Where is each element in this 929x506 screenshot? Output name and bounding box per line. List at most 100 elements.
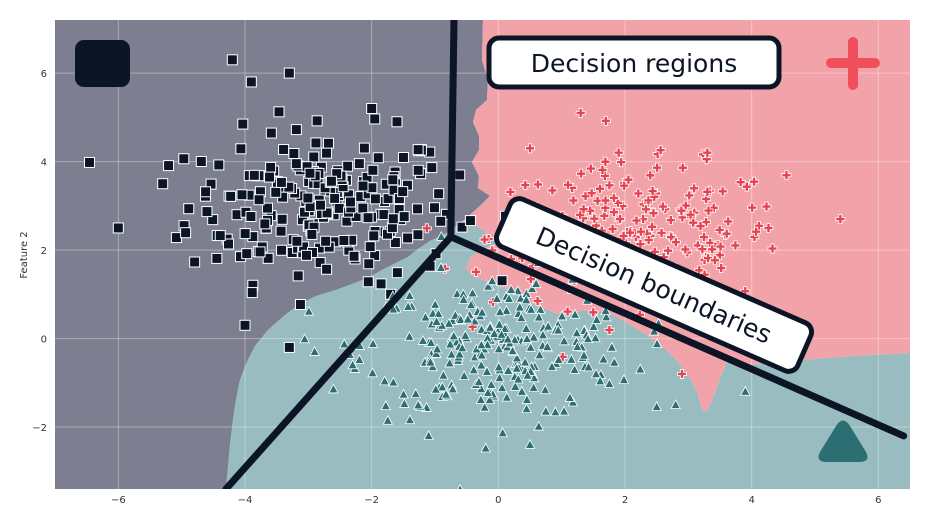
data-point-triangle <box>510 380 521 391</box>
data-point-triangle <box>436 230 447 241</box>
y-tick-label: 6 <box>41 69 47 80</box>
data-point-triangle <box>600 311 612 322</box>
data-point-square <box>375 278 387 290</box>
data-point-square <box>382 193 394 205</box>
data-point-plus <box>749 176 760 187</box>
data-point-square <box>84 156 96 168</box>
data-points <box>84 54 846 489</box>
data-point-triangle <box>566 353 577 364</box>
data-point-square <box>290 158 302 170</box>
data-point-square <box>259 218 271 230</box>
data-point-triangle <box>651 338 663 349</box>
data-point-plus <box>600 156 611 167</box>
data-point-triangle <box>486 275 498 286</box>
data-point-square <box>387 213 399 225</box>
data-point-triangle <box>382 414 394 425</box>
data-point-plus <box>747 202 758 213</box>
data-point-triangle <box>535 303 546 314</box>
data-point-square <box>357 180 369 192</box>
data-point-triangle <box>569 308 581 319</box>
data-point-plus <box>652 162 663 173</box>
data-point-square <box>325 175 337 187</box>
data-point-plus <box>613 147 624 158</box>
data-point-square <box>248 169 260 181</box>
regions-callout-text: Decision regions <box>531 49 737 78</box>
data-point-plus <box>707 244 718 255</box>
data-point-plus <box>697 244 708 255</box>
data-point-triangle <box>482 339 493 350</box>
data-point-square <box>253 194 265 206</box>
data-point-triangle <box>530 278 542 288</box>
data-point-square <box>291 235 303 247</box>
data-point-plus <box>676 205 687 216</box>
data-point-triangle <box>437 381 448 392</box>
x-tick-label: 6 <box>875 495 881 506</box>
data-point-square <box>290 124 302 136</box>
triangle-icon <box>818 420 868 462</box>
data-point-square <box>241 248 253 260</box>
data-point-plus <box>631 215 642 226</box>
data-point-square <box>464 215 476 227</box>
data-point-square <box>214 230 226 242</box>
data-point-square <box>211 252 223 264</box>
data-point-triangle <box>398 388 409 399</box>
data-point-square <box>239 228 251 240</box>
data-point-plus <box>703 205 714 216</box>
data-point-square <box>353 158 365 170</box>
data-point-square <box>163 160 175 172</box>
data-point-triangle <box>569 363 580 374</box>
data-point-triangle <box>564 391 576 402</box>
data-point-square <box>402 232 414 244</box>
data-point-plus <box>685 209 696 220</box>
data-point-triangle <box>598 353 609 364</box>
data-point-square <box>363 258 375 270</box>
data-point-square <box>368 230 380 242</box>
data-point-triangle <box>457 483 463 489</box>
data-point-triangle <box>553 353 564 364</box>
data-point-triangle <box>475 394 487 404</box>
data-point-triangle <box>558 405 570 416</box>
data-point-triangle <box>380 400 392 410</box>
data-point-plus <box>525 143 535 154</box>
data-point-triangle <box>546 361 558 371</box>
data-point-triangle <box>634 363 646 374</box>
data-point-square <box>283 341 295 353</box>
regions-callout: Decision regions <box>486 35 782 90</box>
data-point-triangle <box>572 341 583 351</box>
data-point-triangle <box>446 348 457 359</box>
legend-icons <box>75 37 880 462</box>
data-point-square <box>264 171 276 183</box>
data-point-square <box>369 113 381 125</box>
data-point-triangle <box>503 292 515 303</box>
data-point-triangle <box>501 305 512 315</box>
x-tick-label: 2 <box>622 495 628 506</box>
data-point-triangle <box>494 318 505 329</box>
data-point-triangle <box>556 310 568 321</box>
data-point-square <box>178 153 190 165</box>
data-point-square <box>391 267 403 279</box>
data-point-square <box>304 167 316 179</box>
data-point-triangle <box>482 280 494 291</box>
data-point-plus <box>623 174 634 185</box>
data-point-triangle <box>491 292 503 303</box>
data-point-square <box>321 263 333 275</box>
data-point-square <box>195 156 207 168</box>
data-point-plus <box>563 179 573 190</box>
data-point-triangle <box>651 401 662 411</box>
data-point-triangle <box>438 369 449 380</box>
data-point-triangle <box>533 420 544 431</box>
data-point-plus <box>702 147 713 158</box>
data-point-triangle <box>425 356 436 367</box>
data-point-square <box>306 228 318 240</box>
data-point-triangle <box>458 370 470 381</box>
data-point-square <box>201 206 213 218</box>
data-point-plus <box>741 181 752 192</box>
x-tick-label: 0 <box>495 495 501 506</box>
data-point-triangle <box>571 327 583 338</box>
data-point-plus <box>645 170 656 181</box>
data-point-triangle <box>594 375 606 386</box>
data-point-triangle <box>427 361 438 372</box>
data-point-plus <box>680 200 691 211</box>
data-point-square <box>344 196 356 208</box>
data-point-square <box>433 188 445 200</box>
